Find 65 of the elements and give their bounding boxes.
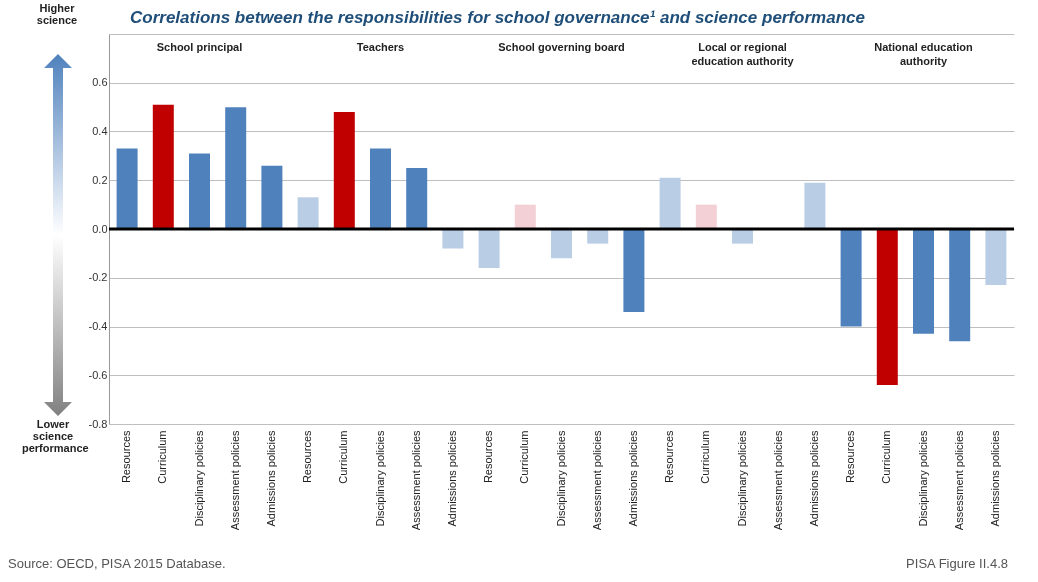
y-tick-label: -0.4 [88, 320, 108, 332]
x-tick-label: Disciplinary policies [554, 430, 567, 527]
bar [370, 148, 391, 229]
x-tick-label: Assessment policies [952, 430, 965, 531]
bar [659, 177, 681, 229]
x-tick-label: Curriculum [518, 430, 531, 484]
x-tick-label: Admissions policies [264, 430, 277, 527]
bar [333, 112, 355, 229]
bar [297, 197, 319, 229]
x-tick-label: Resources [301, 430, 314, 484]
bar [804, 182, 826, 229]
x-tick-label: Admissions policies [445, 430, 458, 527]
bar [116, 148, 138, 229]
bar [551, 229, 572, 259]
bar [514, 204, 536, 229]
annotation: Local or regional education authority [691, 41, 795, 67]
y-tick-label: -0.2 [88, 271, 108, 284]
bar [189, 153, 210, 229]
x-tick-label: Admissions policies [807, 430, 820, 527]
chart-title: Correlations between the responsibilities for school governance¹ and science performance [130, 8, 865, 28]
x-tick-label: Assessment policies [409, 430, 422, 531]
bar [478, 229, 500, 268]
x-tick-label: Resources [844, 430, 857, 484]
bar [623, 229, 645, 312]
annotation: Teachers [356, 41, 405, 53]
x-tick-label: Admissions policies [988, 430, 1001, 527]
annotation: School principal [156, 41, 243, 53]
bar [261, 165, 283, 229]
text: PISA Figure II.4.8 [906, 556, 1008, 571]
annotation: School governing board [498, 41, 625, 53]
x-tick-label: Assessment policies [590, 430, 603, 531]
bar [442, 229, 464, 249]
x-tick-label: Curriculum [156, 430, 169, 484]
bar [225, 107, 247, 229]
x-tick-label: Resources [663, 430, 676, 484]
bar [949, 229, 971, 342]
y-tick-label: 0.4 [92, 125, 108, 137]
x-tick-label: Curriculum [880, 430, 893, 484]
x-tick-label: Resources [482, 430, 495, 484]
x-tick-label: Disciplinary policies [735, 430, 748, 527]
bar [152, 104, 174, 229]
x-tick-label: Curriculum [337, 430, 350, 484]
x-tick-label: Disciplinary policies [192, 430, 205, 527]
x-tick-label: Resources [120, 430, 133, 484]
y-tick-label: -0.8 [88, 417, 108, 430]
bar [876, 229, 898, 385]
x-tick-label: Disciplinary policies [373, 430, 386, 527]
y-tick-label: 0.6 [92, 76, 108, 89]
annotation: National education authority [874, 41, 973, 67]
text: Lower science performance [22, 418, 89, 454]
x-tick-label: Assessment policies [771, 430, 784, 531]
bar [985, 229, 1007, 286]
text: Higher science [35, 2, 79, 26]
y-tick-label: -0.6 [88, 368, 108, 381]
x-tick-label: Disciplinary policies [916, 430, 929, 527]
x-tick-label: Assessment policies [228, 430, 241, 531]
bar [913, 229, 934, 334]
bar [840, 229, 862, 327]
y-tick-label: 0.0 [92, 222, 108, 235]
x-tick-label: Curriculum [699, 430, 712, 484]
source-note: Source: OECD, PISA 2015 Database. [8, 556, 226, 571]
y-tick-label: 0.2 [92, 173, 108, 186]
x-tick-label: Admissions policies [626, 430, 639, 527]
bar [406, 168, 428, 229]
bar [695, 204, 717, 229]
